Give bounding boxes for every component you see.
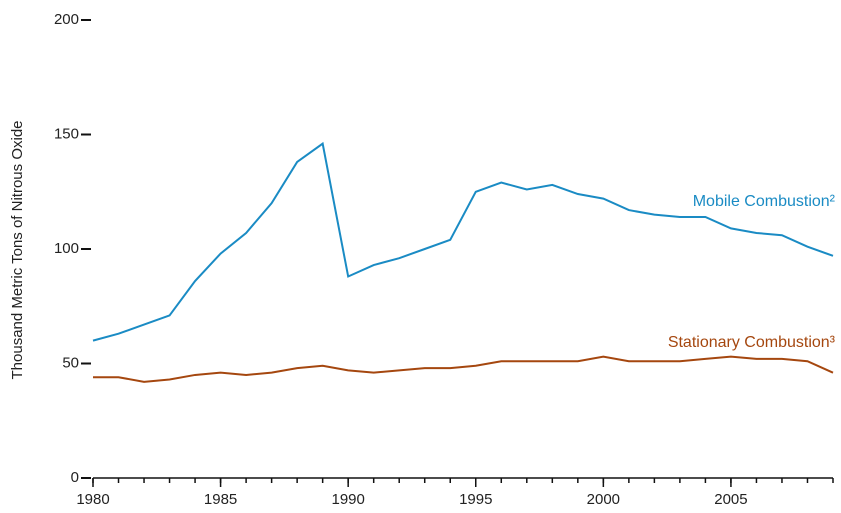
x-tick-label: 1980 <box>76 491 109 508</box>
x-tick-label: 1995 <box>459 491 492 508</box>
x-tick-label: 2005 <box>714 491 747 508</box>
y-tick-label: 50 <box>62 354 79 371</box>
y-tick-label: 100 <box>54 240 79 257</box>
x-tick-label: 1985 <box>204 491 237 508</box>
y-tick-label: 150 <box>54 125 79 142</box>
series-line <box>92 141 834 342</box>
y-tick-label: 0 <box>71 469 79 486</box>
y-axis-label: Thousand Metric Tons of Nitrous Oxide <box>9 120 26 379</box>
series-line <box>93 355 834 383</box>
x-tick-label: 1990 <box>331 491 364 508</box>
series-label: Stationary Combustion³ <box>668 334 836 351</box>
series-label: Mobile Combustion² <box>693 193 836 210</box>
x-tick-label: 2000 <box>587 491 620 508</box>
y-tick-label: 200 <box>54 11 79 28</box>
